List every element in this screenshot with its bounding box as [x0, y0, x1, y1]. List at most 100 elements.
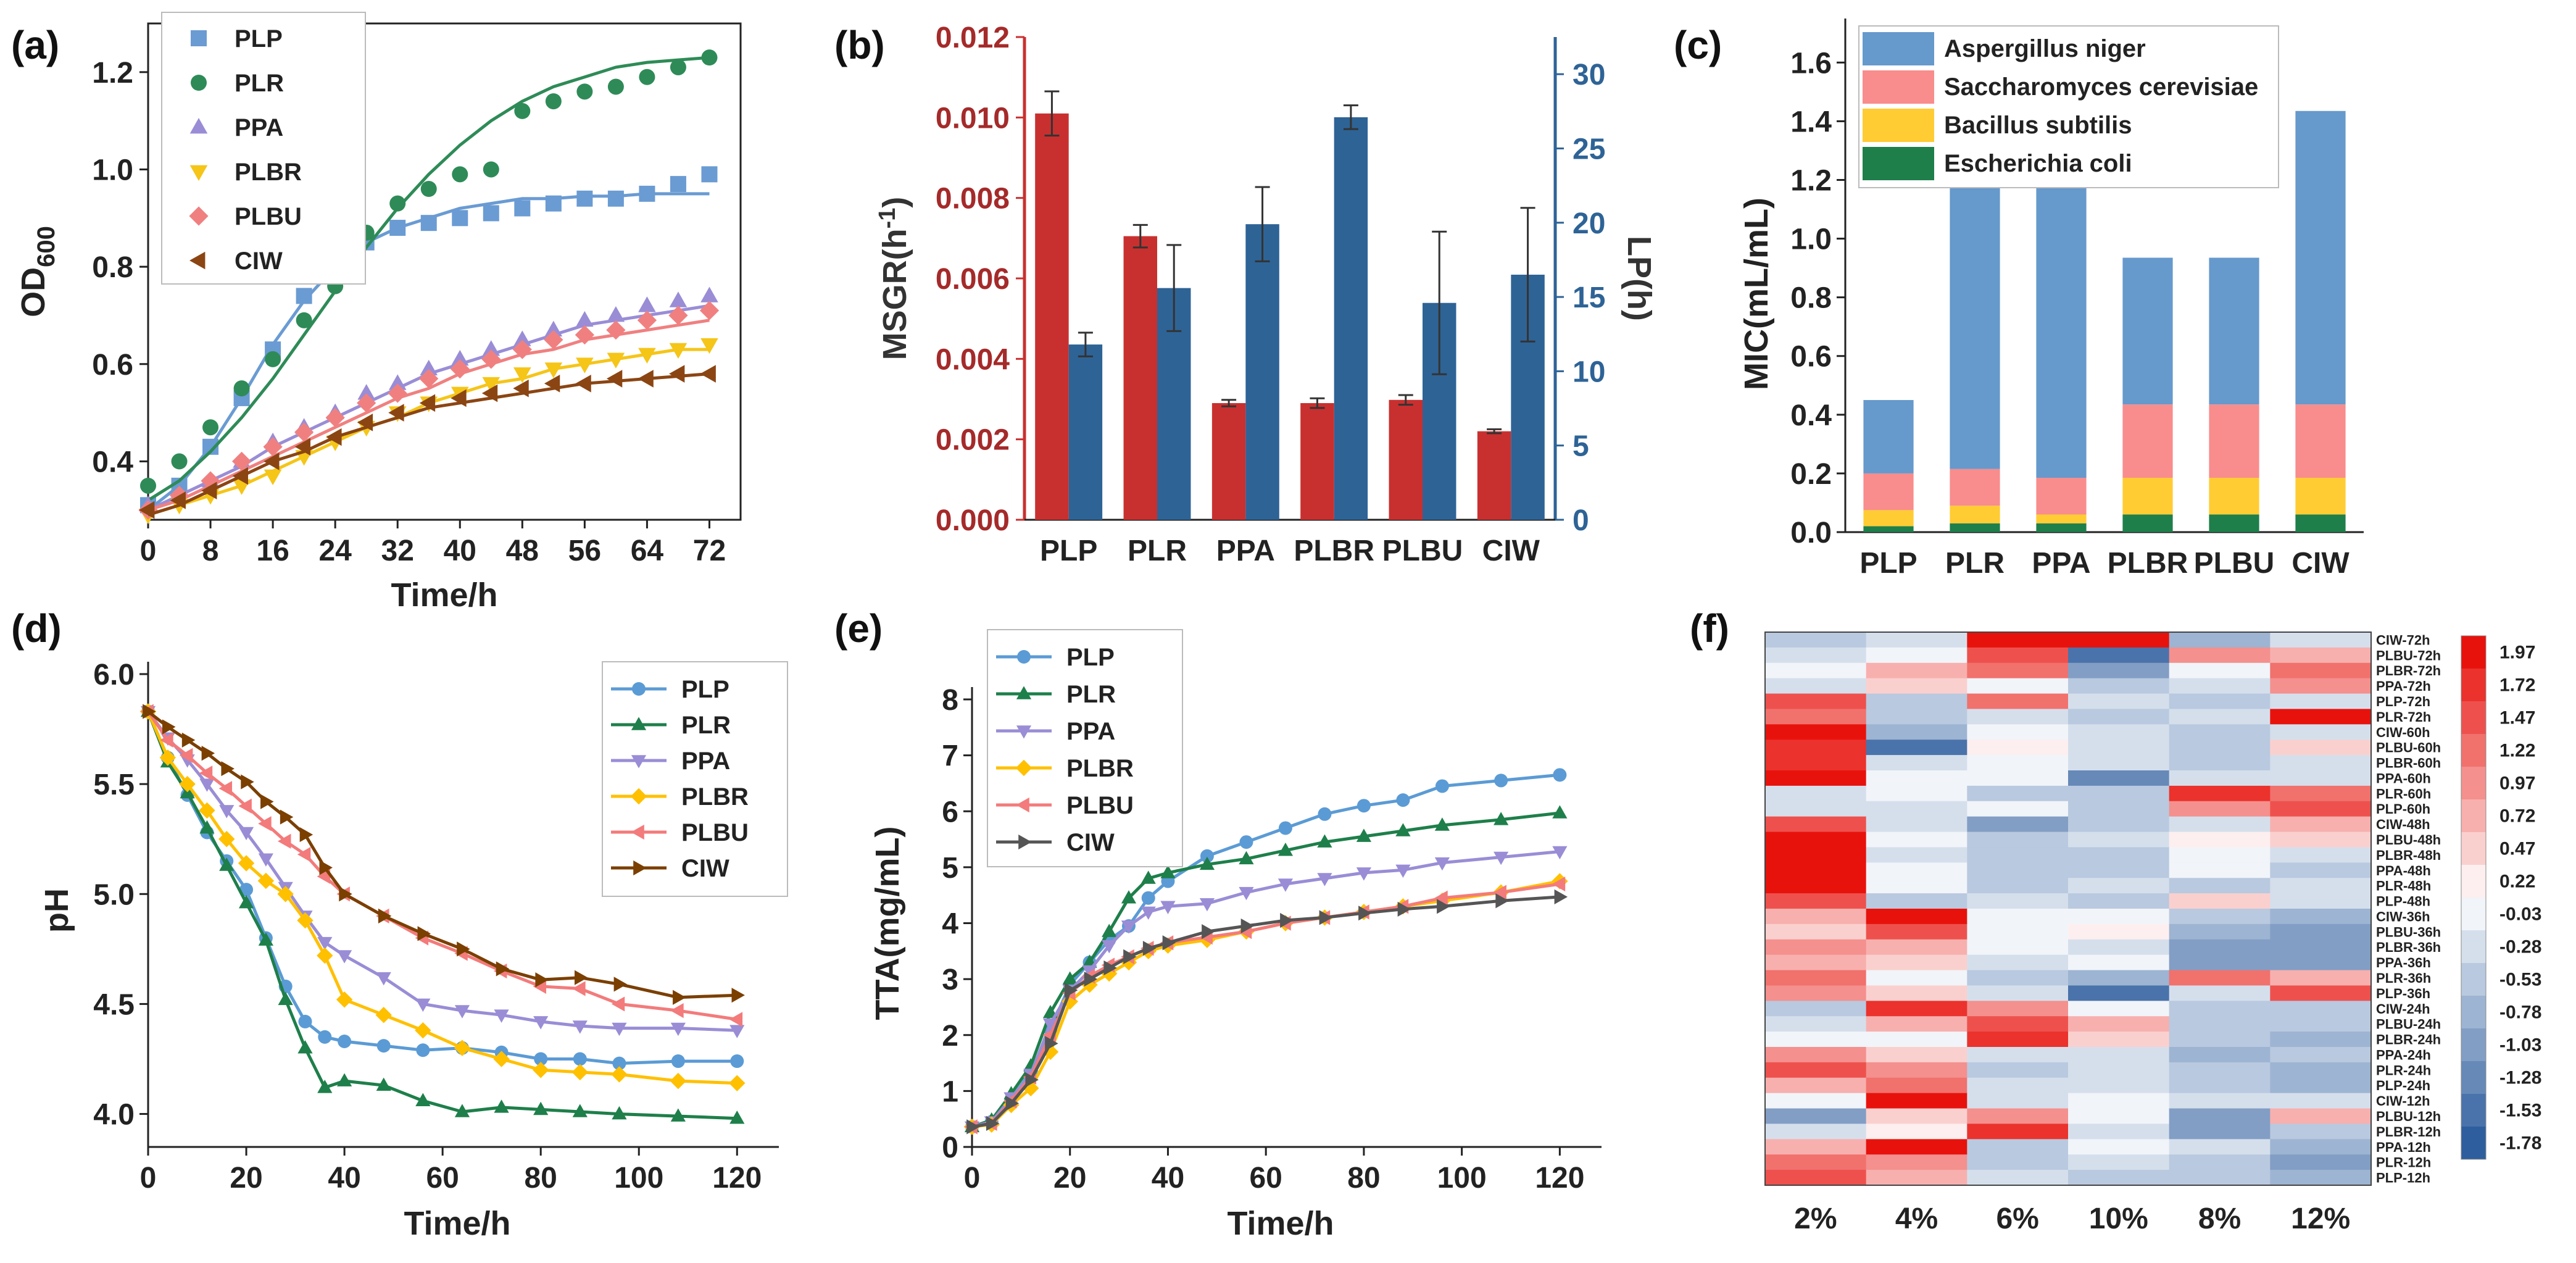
data-point-plbu: [278, 833, 291, 849]
legend-label-ciw: CIW: [1066, 829, 1115, 856]
legend-marker-plbu: [1016, 797, 1029, 813]
heatmap-cell-plbr-60h-8: [2169, 755, 2271, 771]
heatmap-cell-plbu-24h-2: [1765, 1016, 1867, 1032]
data-point-ppa: [317, 936, 333, 951]
heatmap-cell-plbu-12h-4: [1866, 1108, 1967, 1124]
colorbar-tick-label: -0.53: [2499, 970, 2541, 990]
heatmap-cell-plbu-48h-2: [1765, 832, 1867, 848]
data-point-ppa: [1552, 846, 1568, 860]
data-point-ciw: [1358, 906, 1372, 921]
stacked-bar-aspergillus-niger-plbr: [2122, 257, 2173, 405]
heatmap-column-label: 2%: [1794, 1203, 1837, 1235]
heatmap-cell-plp-72h-10: [2068, 693, 2170, 709]
data-point-ciw: [1397, 901, 1411, 917]
stacked-bar-bacillus-subtilis-plp: [1863, 510, 1914, 527]
legend-label-plr: PLR: [1066, 681, 1116, 708]
legend-marker-plp: [632, 682, 646, 696]
stacked-bar-bacillus-subtilis-plbr: [2122, 478, 2173, 515]
data-point-plbu: [297, 847, 311, 862]
x-tick-label: PLP: [1040, 535, 1097, 567]
heatmap-cell-ciw-36h-4: [1866, 909, 1967, 925]
data-point-plp: [612, 1056, 626, 1070]
colorbar-tick-label: -1.78: [2499, 1133, 2541, 1154]
x-tick-label: 60: [426, 1162, 459, 1194]
heatmap-cell-ciw-48h-8: [2169, 816, 2271, 833]
y-tick-label: 4.5: [93, 988, 135, 1021]
data-point-plbr: [257, 872, 275, 890]
data-point-ppa: [415, 998, 431, 1012]
series-plr: [140, 703, 745, 1124]
y-tick-label: 1.0: [92, 154, 133, 186]
x-tick-label: 40: [1152, 1162, 1184, 1194]
legend-label-plp: PLP: [235, 25, 283, 52]
data-point-plp: [639, 185, 655, 202]
heatmap-cell-plbu-60h-8: [2169, 740, 2271, 756]
data-point-ciw: [966, 1119, 980, 1135]
panel-label-e: (e): [834, 606, 883, 651]
heatmap-cell-plr-36h-10: [2068, 970, 2170, 986]
x-tick-label: 0: [140, 1162, 157, 1194]
data-point-ciw: [162, 719, 176, 735]
heatmap-cell-plbr-72h-6: [1967, 662, 2069, 679]
data-point-ciw: [700, 365, 716, 383]
data-point-plr: [258, 932, 273, 946]
x-tick-label: 24: [318, 535, 352, 567]
data-point-ppa: [1102, 940, 1117, 954]
heatmap-cell-plr-24h-12: [2270, 1062, 2372, 1078]
data-point-plp: [607, 190, 624, 207]
legend-swatch-aspergillus-niger: [1863, 32, 1934, 65]
heatmap-cell-plbr-48h-8: [2169, 847, 2271, 863]
legend: PLP PLR PPA PLBR PLBU CIW: [987, 629, 1183, 867]
error-bar-msgr-plbr: [1310, 397, 1325, 409]
series-line-ppa: [971, 850, 1560, 1128]
data-point-ciw: [260, 794, 274, 809]
heatmap-cell-plp-36h-4: [1866, 985, 1967, 1001]
legend: PLP PLR PPA PLBR PLBU CIW: [602, 661, 788, 897]
y-tick-label: 4.0: [93, 1099, 135, 1132]
stacked-bar-aspergillus-niger-plr: [1950, 173, 2000, 469]
heatmap-cell-ciw-48h-12: [2270, 816, 2372, 833]
x-tick-label: PLBU: [1382, 535, 1463, 567]
data-point-ciw: [535, 972, 549, 988]
y-tick-label: 2: [942, 1020, 958, 1052]
legend-box: [602, 661, 788, 897]
heatmap-cell-plbr-60h-6: [1967, 755, 2069, 771]
data-point-plr: [1199, 856, 1215, 870]
heatmap-cell-plbr-72h-4: [1866, 662, 1967, 679]
heatmap-cell-plbr-12h-2: [1765, 1123, 1867, 1140]
heatmap-row-label: CIW-72h: [2376, 632, 2430, 648]
heatmap-row-label: PLP-12h: [2376, 1170, 2430, 1186]
heatmap-cell-ppa-60h-10: [2068, 770, 2170, 786]
right-tick-label: 20: [1573, 207, 1605, 240]
heatmap-cell-ciw-48h-6: [1967, 816, 2069, 833]
heatmap-cell-plr-72h-4: [1866, 709, 1967, 725]
x-tick-label: 40: [444, 535, 476, 567]
data-point-ciw: [1495, 893, 1509, 909]
data-point-plr: [1278, 843, 1294, 856]
left-tick-label: 0.012: [936, 22, 1010, 54]
heatmap-row-label: CIW-36h: [2376, 909, 2430, 924]
x-tick-label: 20: [1053, 1162, 1086, 1194]
data-point-ppa: [1317, 873, 1332, 886]
data-point-ciw: [673, 990, 686, 1005]
heatmap-cell-plbu-24h-10: [2068, 1016, 2170, 1032]
bar-msgr-ciw: [1477, 431, 1511, 520]
data-point-plbu: [1493, 885, 1506, 900]
legend-label-ciw: CIW: [681, 855, 729, 882]
heatmap-cell-plp-60h-4: [1866, 801, 1967, 817]
heatmap-cell-ciw-24h-12: [2270, 1001, 2372, 1017]
panel-f-heatmap: (f) CIW-72hPLBU-72hPLBR-72hPPA-72hPLP-72h…: [1690, 606, 2541, 1235]
heatmap-cell-plp-36h-10: [2068, 985, 2170, 1001]
data-point-plp: [296, 288, 312, 304]
heatmap-cell-plp-72h-8: [2169, 693, 2271, 709]
legend-label-ppa: PPA: [681, 748, 730, 775]
heatmap-cell-plr-36h-4: [1866, 970, 1967, 986]
data-point-ciw: [1554, 889, 1568, 905]
heatmap-cell-plr-12h-2: [1765, 1154, 1867, 1170]
data-point-plbu: [1552, 876, 1566, 892]
heatmap-cell-ppa-60h-2: [1765, 770, 1867, 786]
data-point-ciw: [1045, 1036, 1058, 1051]
data-point-ciw: [232, 467, 248, 485]
heatmap-cell-ppa-24h-2: [1765, 1047, 1867, 1063]
data-point-ppa: [729, 1025, 745, 1038]
